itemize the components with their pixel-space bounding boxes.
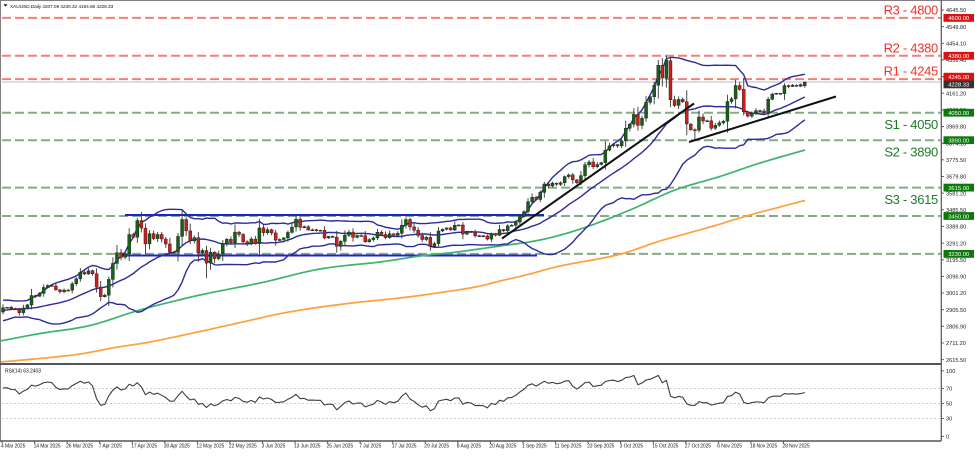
- svg-text:R2 - 4380: R2 - 4380: [884, 40, 938, 55]
- svg-text:7 Apr 2025: 7 Apr 2025: [99, 443, 123, 449]
- svg-text:3615.00: 3615.00: [948, 186, 969, 192]
- svg-text:4549.80: 4549.80: [946, 25, 966, 31]
- svg-text:4645.50: 4645.50: [946, 8, 966, 14]
- svg-text:17 Apr 2025: 17 Apr 2025: [131, 443, 157, 449]
- svg-text:4600.00: 4600.00: [948, 16, 969, 22]
- svg-text:28 Nov 2025: 28 Nov 2025: [782, 443, 810, 449]
- svg-text:3096.90: 3096.90: [946, 275, 966, 281]
- svg-text:4245.00: 4245.00: [948, 75, 969, 81]
- svg-text:18 Nov 2025: 18 Nov 2025: [750, 443, 778, 449]
- svg-text:R3 - 4800: R3 - 4800: [884, 2, 938, 17]
- svg-text:4 Mar 2025: 4 Mar 2025: [1, 443, 26, 449]
- svg-text:8 Aug 2025: 8 Aug 2025: [457, 443, 482, 449]
- svg-text:S3 - 3615: S3 - 3615: [884, 192, 938, 207]
- svg-text:R1 - 4245: R1 - 4245: [884, 64, 938, 79]
- svg-text:6 Nov 2025: 6 Nov 2025: [717, 443, 742, 449]
- svg-text:2905.50: 2905.50: [946, 308, 966, 314]
- svg-text:22 May 2025: 22 May 2025: [229, 443, 257, 449]
- svg-text:4050.00: 4050.00: [948, 111, 969, 117]
- svg-text:11 Sep 2025: 11 Sep 2025: [555, 443, 582, 449]
- svg-text:3 Jun 2025: 3 Jun 2025: [262, 443, 286, 449]
- svg-text:3581.20: 3581.20: [946, 191, 966, 197]
- svg-text:3195.50: 3195.50: [946, 258, 966, 264]
- svg-text:XAUUSD,Daily 4207.09 4230.32: XAUUSD,Daily 4207.09 4230.32 4194.66 422…: [10, 4, 114, 10]
- svg-text:3775.50: 3775.50: [946, 158, 966, 164]
- svg-text:3389.80: 3389.80: [946, 225, 966, 231]
- svg-text:20 Aug 2025: 20 Aug 2025: [489, 443, 516, 449]
- svg-text:2711.20: 2711.20: [946, 341, 966, 347]
- svg-text:3969.80: 3969.80: [946, 125, 966, 131]
- svg-text:4161.20: 4161.20: [946, 92, 966, 98]
- svg-text:0: 0: [946, 435, 949, 441]
- svg-text:3679.80: 3679.80: [946, 175, 966, 181]
- svg-text:3001.20: 3001.20: [946, 291, 966, 297]
- svg-text:14 Mar 2025: 14 Mar 2025: [34, 443, 61, 449]
- svg-text:3450.00: 3450.00: [948, 214, 969, 220]
- svg-text:4228.33: 4228.33: [948, 83, 969, 89]
- svg-text:25 Jun 2025: 25 Jun 2025: [327, 443, 354, 449]
- svg-text:27 Oct 2025: 27 Oct 2025: [685, 443, 711, 449]
- svg-text:100: 100: [946, 369, 955, 375]
- svg-text:S2 - 3890: S2 - 3890: [884, 145, 938, 160]
- svg-text:S1 - 4050: S1 - 4050: [884, 117, 938, 132]
- svg-text:2806.90: 2806.90: [946, 325, 966, 331]
- svg-text:3230.00: 3230.00: [948, 252, 969, 258]
- svg-text:7 Jul 2025: 7 Jul 2025: [359, 443, 381, 449]
- svg-text:26 Mar 2025: 26 Mar 2025: [66, 443, 93, 449]
- svg-text:RSI(14) 63.2403: RSI(14) 63.2403: [5, 368, 41, 374]
- svg-text:3291.20: 3291.20: [946, 241, 966, 247]
- svg-text:3890.00: 3890.00: [948, 139, 969, 145]
- svg-text:2615.50: 2615.50: [946, 358, 966, 364]
- svg-text:15 Oct 2025: 15 Oct 2025: [652, 443, 678, 449]
- svg-text:23 Sep 2025: 23 Sep 2025: [587, 443, 615, 449]
- svg-text:12 May 2025: 12 May 2025: [196, 443, 224, 449]
- svg-text:4454.10: 4454.10: [946, 42, 966, 48]
- svg-text:29 Jul 2025: 29 Jul 2025: [424, 443, 449, 449]
- svg-text:17 Jul 2025: 17 Jul 2025: [392, 443, 417, 449]
- svg-text:4380.00: 4380.00: [948, 54, 969, 60]
- svg-text:1 Sep 2025: 1 Sep 2025: [522, 443, 547, 449]
- svg-text:30: 30: [946, 417, 952, 423]
- svg-text:30 Apr 2025: 30 Apr 2025: [164, 443, 190, 449]
- svg-text:50: 50: [946, 402, 952, 408]
- svg-text:70: 70: [946, 387, 952, 393]
- svg-text:13 Jun 2025: 13 Jun 2025: [294, 443, 321, 449]
- svg-text:3 Oct 2025: 3 Oct 2025: [620, 443, 644, 449]
